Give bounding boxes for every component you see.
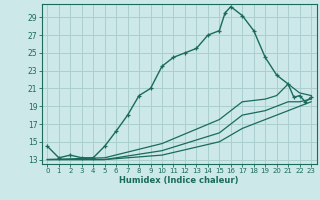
X-axis label: Humidex (Indice chaleur): Humidex (Indice chaleur) <box>119 176 239 185</box>
